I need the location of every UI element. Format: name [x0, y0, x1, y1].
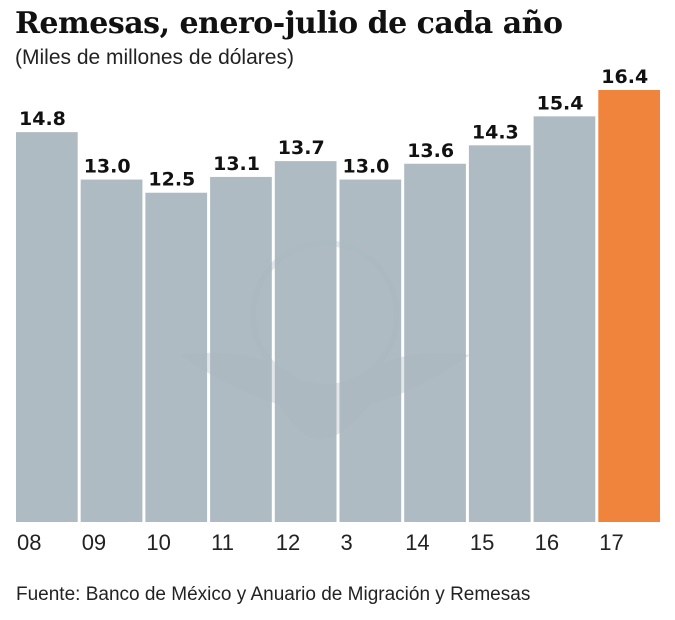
bar-14: [404, 163, 466, 522]
bar-3: [339, 179, 402, 522]
x-tick-09: 09: [82, 530, 106, 555]
bar-17: [598, 90, 660, 522]
data-label-12: 13.7: [278, 137, 325, 159]
x-tick-10: 10: [146, 530, 170, 555]
data-label-14: 13.6: [407, 140, 454, 162]
bar-15: [468, 145, 531, 522]
x-tick-3: 3: [341, 530, 353, 555]
data-label-08: 14.8: [19, 108, 66, 130]
x-tick-17: 17: [599, 530, 623, 555]
bar-12: [274, 161, 337, 522]
bar-10: [145, 192, 208, 523]
x-tick-15: 15: [470, 530, 494, 555]
bar-16: [533, 116, 596, 522]
data-label-17: 16.4: [601, 66, 648, 88]
bar-09: [80, 179, 143, 522]
data-label-10: 12.5: [148, 169, 195, 191]
x-tick-14: 14: [405, 530, 429, 555]
chart-subtitle: (Miles de millones de dólares): [15, 46, 294, 69]
data-label-15: 14.3: [472, 121, 519, 143]
bar-11: [210, 176, 272, 523]
x-tick-11: 11: [211, 530, 234, 555]
data-label-3: 13.0: [343, 156, 390, 178]
chart-title: Remesas, enero-julio de cada año: [15, 6, 563, 41]
data-label-09: 13.0: [84, 156, 131, 178]
data-label-16: 15.4: [537, 92, 584, 114]
data-label-11: 13.1: [213, 153, 260, 175]
x-tick-12: 12: [276, 530, 300, 555]
x-tick-16: 16: [535, 530, 559, 555]
x-tick-08: 08: [17, 530, 41, 555]
bar-08: [16, 132, 78, 522]
source-note: Fuente: Banco de México y Anuario de Mig…: [16, 584, 531, 605]
